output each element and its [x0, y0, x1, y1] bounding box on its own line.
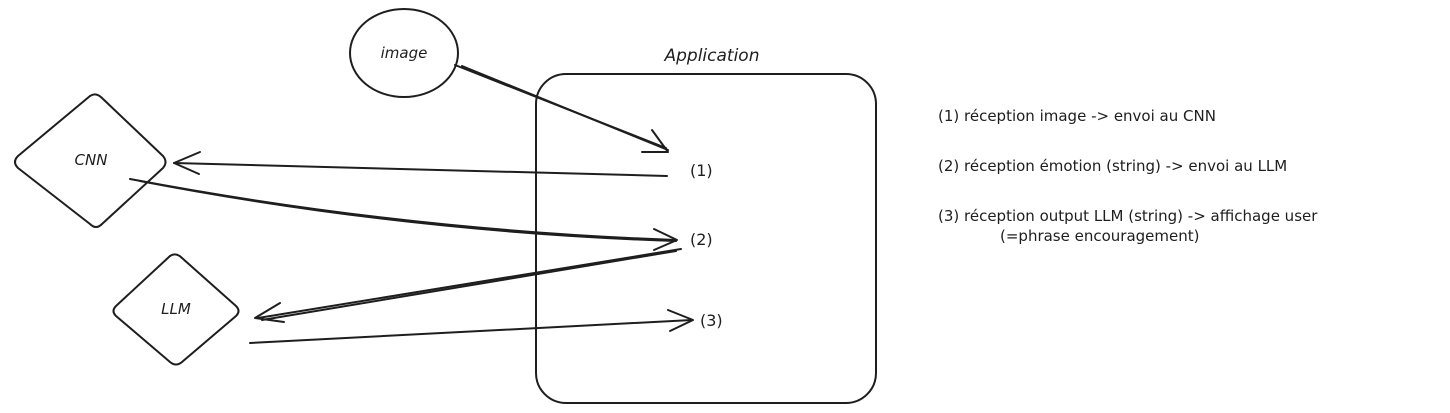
step-2-label: (2): [690, 230, 713, 249]
step-1-label: (1): [690, 161, 713, 180]
arrow-step1-to-cnn: [173, 151, 668, 177]
legend-item-3-continuation: (=phrase encouragement): [1000, 227, 1200, 245]
arrow-cnn-to-step2: [129, 178, 678, 251]
legend-item-2: (2) réception émotion (string) -> envoi …: [938, 156, 1287, 176]
cnn-node-label: CNN: [75, 151, 108, 169]
llm-node-label: LLM: [161, 300, 191, 318]
image-node: [349, 8, 459, 98]
application-box: [535, 73, 877, 404]
legend-item-2-text: (2) réception émotion (string) -> envoi …: [938, 157, 1288, 175]
application-title: Application: [664, 46, 760, 66]
arrow-llm-to-step3: [249, 309, 694, 344]
legend-item-1: (1) réception image -> envoi au CNN: [938, 106, 1216, 126]
step-3-label: (3): [700, 311, 723, 330]
arrow-image-to-step1: [454, 64, 669, 153]
image-node-label: image: [381, 44, 428, 62]
arrow-step2-to-llm: [254, 248, 682, 323]
legend-item-3-text: (3) réception output LLM (string) -> aff…: [938, 207, 1318, 225]
legend-item-3: (3) réception output LLM (string) -> aff…: [938, 206, 1317, 246]
cnn-node: [14, 93, 167, 228]
legend-item-1-text: (1) réception image -> envoi au CNN: [938, 107, 1216, 125]
llm-node: [112, 253, 240, 366]
